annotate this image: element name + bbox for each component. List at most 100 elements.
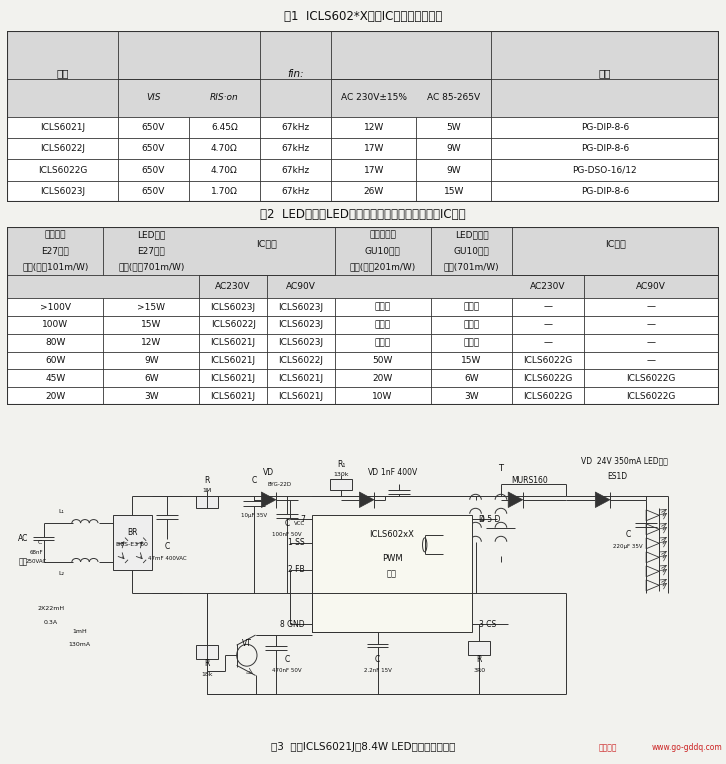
Text: 7: 7 — [300, 515, 305, 523]
Text: 10µF 35V: 10µF 35V — [241, 513, 267, 518]
Text: ICLS6021J: ICLS6021J — [278, 374, 323, 383]
Text: 控制: 控制 — [387, 569, 397, 578]
Text: 广电器网: 广电器网 — [599, 743, 617, 753]
Text: ICLS6022G: ICLS6022G — [523, 374, 573, 383]
Text: D 5 D: D 5 D — [479, 515, 500, 523]
Polygon shape — [261, 492, 276, 507]
Text: 47mF 400VAC: 47mF 400VAC — [147, 555, 187, 561]
Text: AC: AC — [18, 534, 28, 543]
Text: ICLS6023J: ICLS6023J — [278, 320, 323, 329]
Text: —: — — [544, 320, 552, 329]
Text: 6.45Ω: 6.45Ω — [211, 123, 237, 131]
Bar — [491, 79, 719, 116]
Text: 不可用: 不可用 — [375, 303, 391, 312]
Text: E27灯座: E27灯座 — [41, 247, 69, 255]
Bar — [260, 79, 331, 116]
Text: ICLS6023J: ICLS6023J — [211, 303, 256, 312]
Text: ICLS6021J: ICLS6021J — [211, 391, 256, 400]
Text: 15W: 15W — [141, 320, 161, 329]
Text: PG-DIP-8-6: PG-DIP-8-6 — [581, 144, 629, 154]
Text: VD  24V 350mA LED模块: VD 24V 350mA LED模块 — [581, 456, 668, 465]
Text: 1mH: 1mH — [73, 630, 87, 634]
Text: 12W: 12W — [142, 338, 161, 347]
Text: C: C — [375, 655, 380, 664]
Text: 型号: 型号 — [56, 69, 69, 79]
Text: LED灯泡: LED灯泡 — [137, 231, 166, 239]
Text: 3W: 3W — [464, 391, 479, 400]
Text: 图3  基于ICLS6021J的8.4W LED灯泡驱动器电路: 图3 基于ICLS6021J的8.4W LED灯泡驱动器电路 — [271, 743, 455, 753]
Text: 6W: 6W — [464, 374, 479, 383]
Text: R: R — [204, 659, 210, 668]
Text: 650V: 650V — [142, 123, 165, 131]
Text: BR: BR — [127, 528, 137, 537]
Text: ICLS6023J: ICLS6023J — [278, 338, 323, 347]
Text: C: C — [284, 655, 290, 664]
Text: 1.70Ω: 1.70Ω — [211, 187, 237, 196]
Text: —: — — [647, 338, 656, 347]
Text: ICLS6022G: ICLS6022G — [627, 374, 676, 383]
Text: C: C — [164, 542, 170, 551]
Text: 6W: 6W — [144, 374, 159, 383]
Text: RIS·on: RIS·on — [210, 93, 239, 102]
Text: ICLS6022J: ICLS6022J — [40, 144, 85, 154]
Text: ICLS6022G: ICLS6022G — [627, 391, 676, 400]
Text: AC 85-265V: AC 85-265V — [427, 93, 481, 102]
Text: AC230V: AC230V — [216, 282, 251, 291]
Text: PWM: PWM — [382, 554, 402, 562]
Text: 2 FB: 2 FB — [288, 565, 305, 575]
Bar — [7, 227, 103, 275]
Text: 9W: 9W — [446, 166, 461, 175]
Bar — [189, 79, 260, 116]
Text: ICLS6021J: ICLS6021J — [211, 374, 256, 383]
Text: C: C — [625, 530, 631, 539]
Bar — [431, 227, 513, 275]
Text: PG-DIP-8-6: PG-DIP-8-6 — [581, 123, 629, 131]
Text: T: T — [499, 465, 503, 473]
Text: C: C — [38, 540, 42, 545]
Bar — [431, 275, 513, 298]
Text: ICLS6021J: ICLS6021J — [40, 123, 85, 131]
Text: 100nF 50V: 100nF 50V — [272, 533, 301, 537]
Text: GU10灯座: GU10灯座 — [454, 247, 489, 255]
Text: VT: VT — [242, 639, 252, 648]
Text: VCC: VCC — [294, 520, 305, 526]
Text: 650V: 650V — [142, 166, 165, 175]
Text: 功率(光效201m/W): 功率(光效201m/W) — [349, 263, 416, 271]
Bar — [103, 275, 200, 298]
Text: —: — — [647, 356, 656, 365]
Text: 4.70Ω: 4.70Ω — [211, 144, 237, 154]
Text: 12W: 12W — [364, 123, 384, 131]
Text: IC选择: IC选择 — [605, 239, 626, 248]
Text: 45W: 45W — [45, 374, 65, 383]
Text: 67kHz: 67kHz — [281, 123, 309, 131]
Text: 4.70Ω: 4.70Ω — [211, 166, 237, 175]
Text: www.go-gddq.com: www.go-gddq.com — [652, 743, 722, 753]
Text: ICLS6023J: ICLS6023J — [40, 187, 85, 196]
Text: 17W: 17W — [364, 166, 384, 175]
Text: 不可用: 不可用 — [463, 303, 480, 312]
Text: PG-DIP-8-6: PG-DIP-8-6 — [581, 187, 629, 196]
Text: IC选择: IC选择 — [256, 239, 277, 248]
Text: 9W: 9W — [446, 144, 461, 154]
Text: ICLS6022J: ICLS6022J — [278, 356, 323, 365]
Bar — [513, 275, 584, 298]
Text: L₂: L₂ — [59, 571, 65, 576]
Text: 不可用: 不可用 — [463, 338, 480, 347]
Text: B6S-E3 80: B6S-E3 80 — [116, 542, 148, 547]
Text: 650V: 650V — [142, 187, 165, 196]
Text: —: — — [544, 338, 552, 347]
Polygon shape — [359, 492, 374, 507]
Text: 功率(光效101m/W): 功率(光效101m/W) — [22, 263, 89, 271]
Text: 9W: 9W — [144, 356, 159, 365]
Bar — [7, 31, 118, 79]
Text: 1nF 400V: 1nF 400V — [381, 468, 417, 477]
Text: 不可用: 不可用 — [375, 320, 391, 329]
Text: ICLS6021J: ICLS6021J — [211, 356, 256, 365]
Bar — [584, 275, 719, 298]
Text: VIS: VIS — [146, 93, 160, 102]
Bar — [312, 515, 472, 632]
Text: >15W: >15W — [137, 303, 166, 312]
Text: 5W: 5W — [446, 123, 461, 131]
Text: PG-DSO-16/12: PG-DSO-16/12 — [573, 166, 637, 175]
Text: 3 CS: 3 CS — [479, 620, 497, 629]
